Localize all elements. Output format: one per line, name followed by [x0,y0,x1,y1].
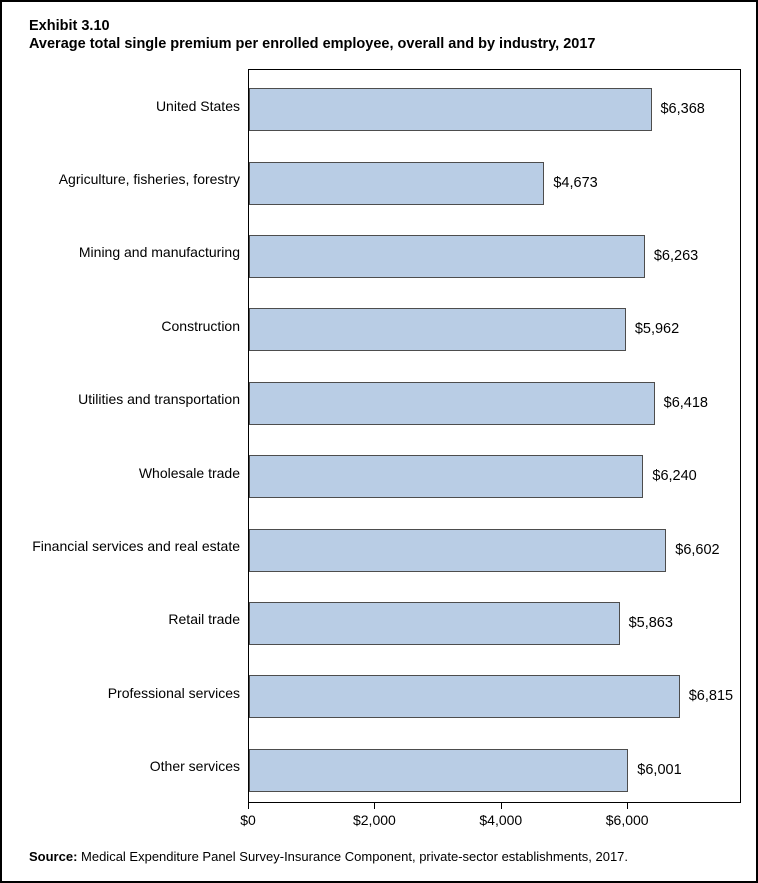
x-axis-tick [627,803,629,809]
value-label: $6,815 [688,688,734,705]
value-label: $6,263 [653,248,699,264]
category-label: Professional services [107,684,240,701]
x-axis: $0 $2,000 $4,000 $6,000 [240,803,741,843]
source-note: Source: Medical Expenditure Panel Survey… [29,849,628,864]
plot-area: $6,368 $4,673 $6,263 $5,962 $6,418 $6,240 $6,6… [248,69,741,803]
x-axis-tick-label: $2,000 [352,812,396,828]
bar [249,528,667,572]
bar [249,88,652,132]
value-label: $5,863 [628,615,673,631]
value-label: $6,602 [675,541,720,558]
category-label: Wholesale trade [138,464,240,481]
x-axis-tick [500,803,502,809]
category-label: Mining and manufacturing [78,244,240,261]
category-label: Utilities and transportation [78,391,240,408]
source-label: Source: [29,849,78,864]
bar [249,455,644,499]
value-label: $6,418 [663,394,708,411]
title-block: Exhibit 3.10 Average total single premiu… [29,17,596,53]
value-label: $4,673 [553,174,598,191]
value-label: $6,240 [652,468,697,485]
x-axis-tick-label: $6,000 [605,812,649,828]
bar [249,602,620,645]
chart-title: Average total single premium per enrolle… [29,36,596,52]
x-axis-tick-label: $4,000 [479,812,523,828]
value-label: $6,368 [660,101,705,118]
x-axis-tick-label: $0 [240,812,256,828]
bar [249,235,645,278]
value-label: $5,962 [634,321,680,338]
bar [249,675,680,719]
category-label: Agriculture, fisheries, forestry [58,171,240,188]
category-label: United States [155,97,240,114]
bar [249,381,655,425]
source-text: Medical Expenditure Panel Survey-Insuran… [77,849,629,864]
category-label: Construction [161,317,240,334]
value-label: $6,001 [637,761,682,778]
bar [249,308,626,352]
x-axis-tick [248,803,249,809]
bar [249,161,545,205]
category-label: Retail trade [168,611,240,628]
exhibit-number: Exhibit 3.10 [29,18,110,34]
bar [249,748,629,792]
x-axis-tick [374,803,376,809]
category-axis: United States Agriculture, fisheries, for… [2,69,240,803]
category-label: Financial services and real estate [32,538,240,555]
category-label: Other services [149,758,240,775]
